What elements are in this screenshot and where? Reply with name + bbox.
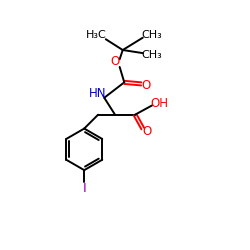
Text: O: O — [110, 55, 120, 68]
Text: CH₃: CH₃ — [142, 30, 162, 40]
Text: I: I — [82, 182, 86, 195]
Text: OH: OH — [151, 98, 169, 110]
Text: O: O — [141, 79, 150, 92]
Text: H₃C: H₃C — [86, 30, 107, 40]
Text: CH₃: CH₃ — [142, 50, 162, 60]
Text: HN: HN — [89, 87, 107, 100]
Text: O: O — [142, 125, 151, 138]
